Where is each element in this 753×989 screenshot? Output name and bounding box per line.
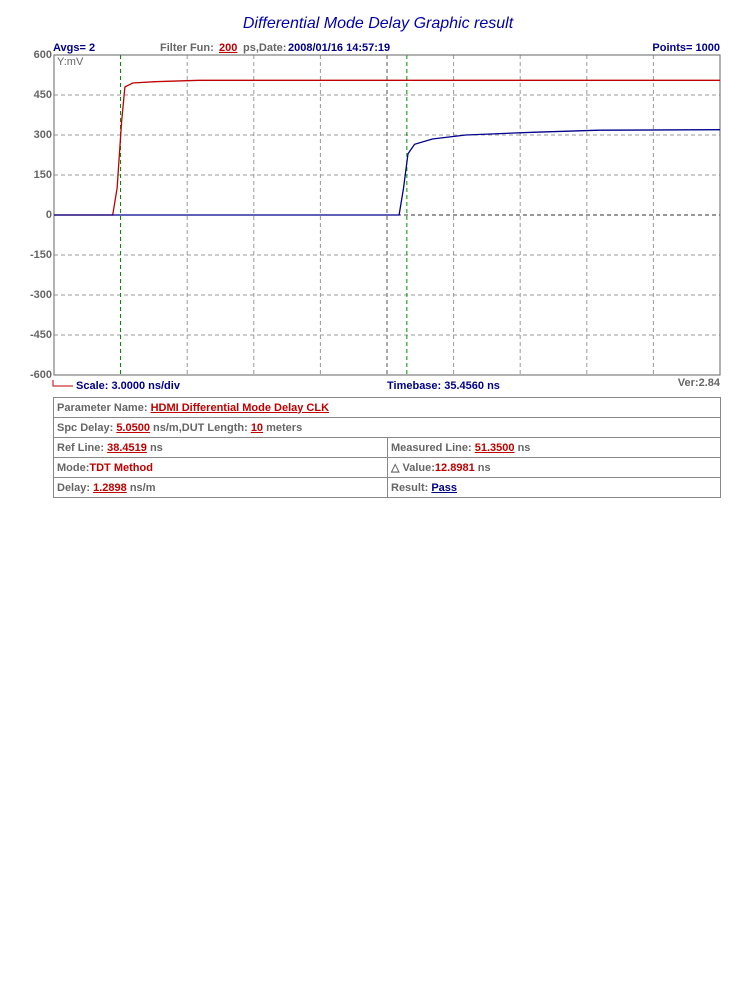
y-tick-label: 0 bbox=[46, 209, 52, 221]
value: 12.8981 bbox=[434, 462, 475, 474]
label: Parameter Name: bbox=[57, 401, 148, 414]
points: Points= 1000 bbox=[652, 42, 720, 54]
scale-marker bbox=[52, 380, 73, 387]
y-tick-label: -600 bbox=[30, 369, 52, 381]
series-line bbox=[54, 129, 721, 216]
y-tick-label: 450 bbox=[34, 89, 52, 101]
value: HDMI Differential Mode Delay CLK bbox=[150, 401, 330, 414]
row: Spc Delay: 5.0500 ns/m,DUT Length: 10 me… bbox=[53, 417, 721, 438]
value: TDT Method bbox=[89, 461, 153, 474]
cell: △ Value:12.8981 ns bbox=[387, 457, 721, 478]
unit: ns bbox=[517, 441, 531, 454]
cell: Result: Pass bbox=[387, 477, 721, 498]
value: 1.2898 bbox=[93, 481, 127, 494]
cell: Ref Line: 38.4519 ns bbox=[53, 437, 388, 458]
label: Delay: bbox=[57, 481, 91, 494]
value: 10 bbox=[250, 421, 264, 434]
value: 38.4519 bbox=[107, 441, 147, 454]
report-table: Parameter Name: HDMI Differential Mode D… bbox=[53, 397, 721, 498]
unit: ns bbox=[477, 462, 491, 474]
unit: ns bbox=[149, 441, 163, 454]
value: Pass bbox=[431, 481, 458, 494]
y-tick-label: -450 bbox=[30, 329, 52, 341]
row: Parameter Name: HDMI Differential Mode D… bbox=[53, 397, 721, 418]
unit: ns/m,DUT Length: bbox=[153, 421, 248, 434]
cell: Delay: 1.2898 ns/m bbox=[53, 477, 388, 498]
value: 51.3500 bbox=[474, 441, 515, 454]
filter-value: 200 bbox=[219, 42, 237, 54]
y-tick-label: 300 bbox=[34, 129, 52, 141]
unit: meters bbox=[266, 421, 303, 434]
label: Result: bbox=[391, 481, 429, 494]
cell: Measured Line: 51.3500 ns bbox=[387, 437, 721, 458]
y-axis-label: Y:mV bbox=[57, 56, 84, 68]
label: Ref Line: bbox=[57, 441, 105, 454]
y-tick-label: 600 bbox=[34, 49, 52, 61]
label: Spc Delay: bbox=[57, 421, 114, 434]
date: 2008/01/16 14:57:19 bbox=[288, 42, 390, 54]
y-tick-label: -300 bbox=[30, 289, 52, 301]
value: 5.0500 bbox=[116, 421, 150, 434]
chart-title: Differential Mode Delay Graphic result bbox=[243, 15, 514, 32]
chart: Differential Mode Delay Graphic result A… bbox=[30, 15, 721, 392]
label: Mode: bbox=[57, 461, 90, 474]
scale: Scale: 3.0000 ns/div bbox=[76, 380, 181, 392]
y-tick-label: -150 bbox=[30, 249, 52, 261]
cell: Mode:TDT Method bbox=[53, 457, 388, 478]
y-tick-label: 150 bbox=[34, 169, 52, 181]
timebase: Timebase: 35.4560 ns bbox=[387, 380, 500, 392]
filter-unit: ps,Date: bbox=[243, 42, 286, 54]
label: △ Value: bbox=[391, 462, 435, 474]
unit: ns/m bbox=[129, 481, 156, 494]
label: Measured Line: bbox=[391, 441, 472, 454]
avgs: Avgs= 2 bbox=[53, 42, 95, 54]
version: Ver:2.84 bbox=[678, 377, 721, 389]
filter-label: Filter Fun: bbox=[160, 42, 214, 54]
series-line bbox=[54, 79, 720, 216]
